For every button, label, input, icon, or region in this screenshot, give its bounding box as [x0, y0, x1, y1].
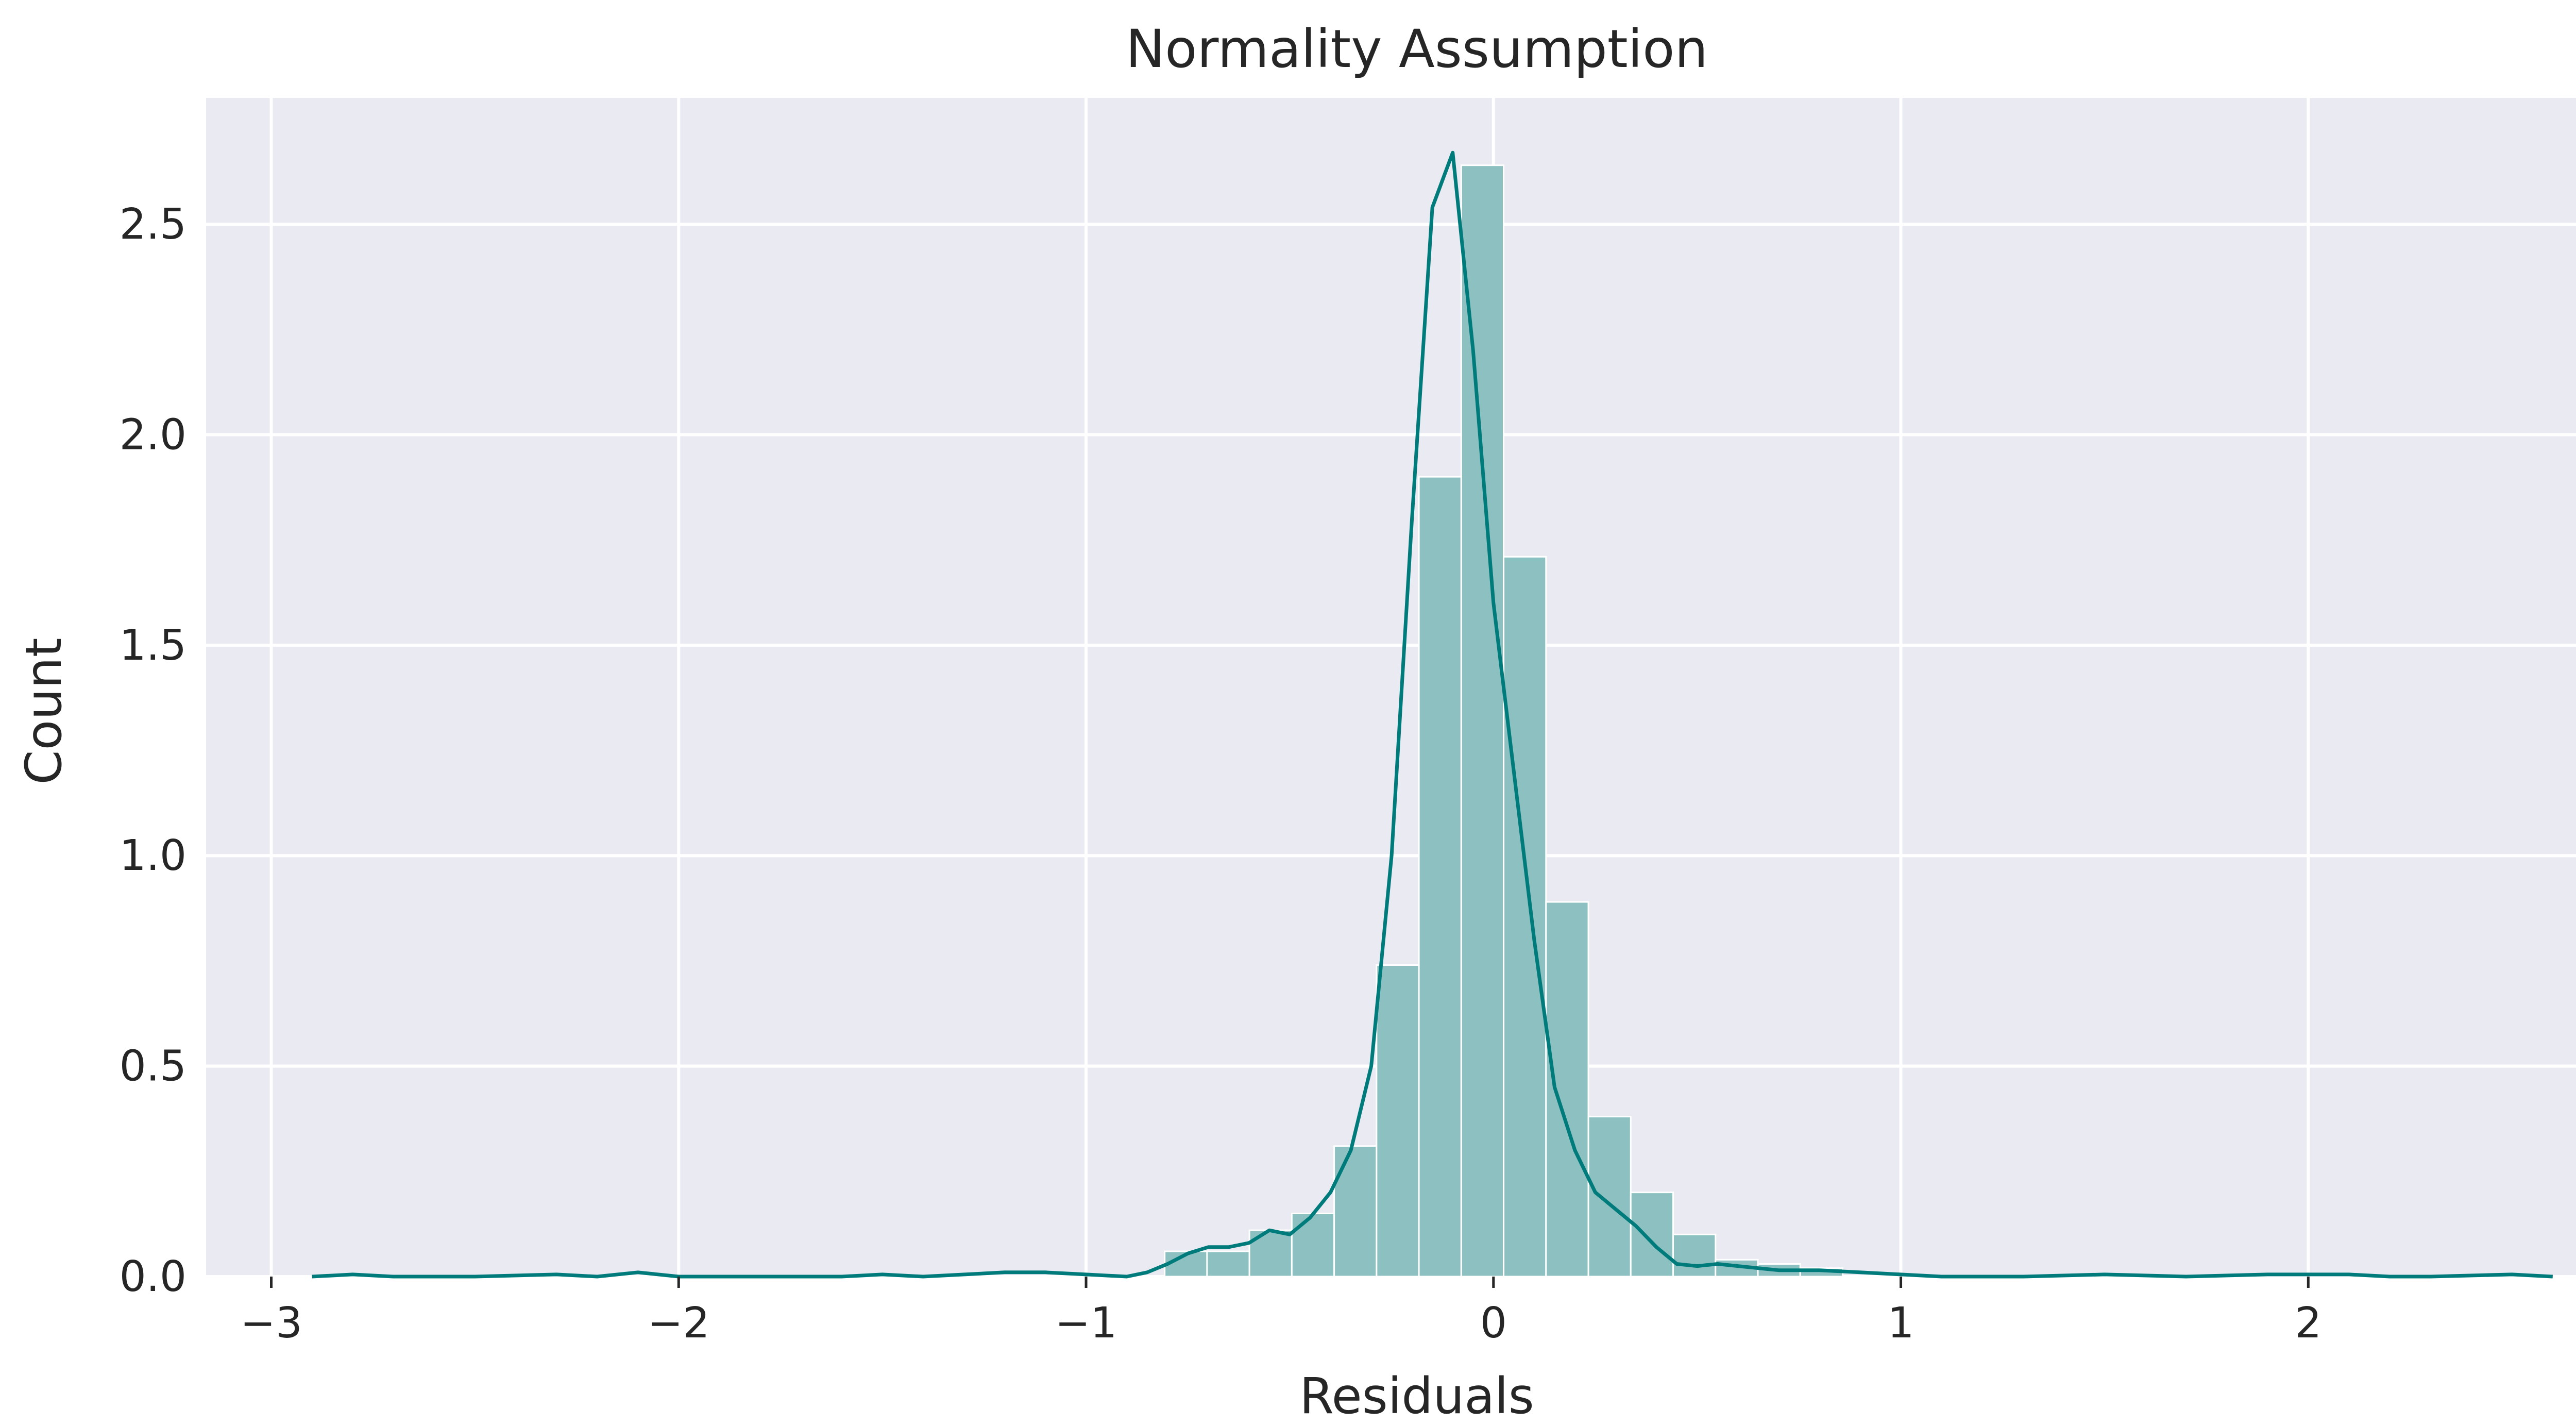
- y-tick-label-4: 2.0: [120, 410, 187, 459]
- y-tick-label-0: 0.0: [120, 1252, 187, 1301]
- histogram-bar-6: [1418, 476, 1462, 1278]
- histogram-bar-7: [1460, 164, 1505, 1278]
- kde-line: [312, 150, 2553, 1279]
- histogram-bar-4: [1333, 1145, 1378, 1278]
- x-axis-label: Residuals: [1299, 1367, 1534, 1425]
- x-tick-label-5: 2: [2295, 1299, 2321, 1348]
- plot-area: −3 −2 −1 0 1 2 0.0 0.5 1.0 1.5 2.0 2.5: [120, 98, 2576, 1348]
- x-tick-label-0: −3: [240, 1299, 302, 1348]
- histogram-bar-3: [1291, 1212, 1335, 1278]
- x-tick-label-1: −2: [648, 1299, 710, 1348]
- x-tick-label-3: 0: [1480, 1299, 1507, 1348]
- y-axis-label: Count: [15, 638, 73, 784]
- x-tick-label-2: −1: [1055, 1299, 1117, 1348]
- histogram-bar-11: [1630, 1192, 1674, 1278]
- y-tick-label-3: 1.5: [120, 621, 187, 670]
- x-tick-label-4: 1: [1887, 1299, 1914, 1348]
- y-tick-label-5: 2.5: [120, 200, 187, 249]
- y-tick-label-1: 0.5: [120, 1042, 187, 1091]
- histogram-bar-10: [1587, 1116, 1632, 1278]
- histogram-bar-12: [1672, 1233, 1717, 1278]
- histogram-bar-5: [1376, 964, 1420, 1278]
- y-tick-label-2: 1.0: [120, 831, 187, 880]
- chart-title: Normality Assumption: [1126, 19, 1708, 80]
- histogram-bar-8: [1503, 556, 1547, 1278]
- histogram-bar-9: [1545, 901, 1589, 1278]
- histogram-bar-1: [1206, 1250, 1250, 1278]
